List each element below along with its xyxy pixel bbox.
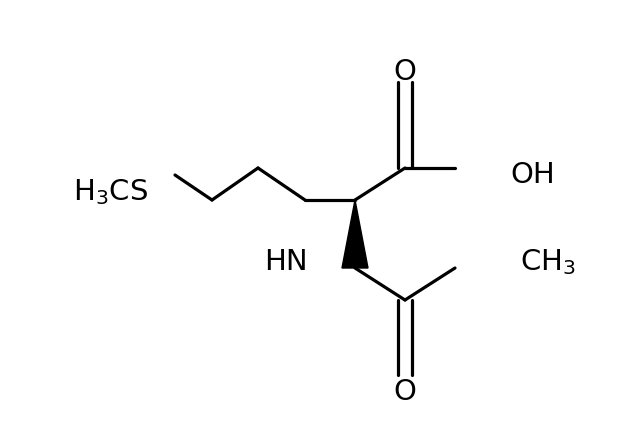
Text: O: O	[394, 378, 417, 406]
Text: OH: OH	[510, 161, 555, 189]
Text: O: O	[394, 58, 417, 86]
Text: H$_3$CS: H$_3$CS	[73, 177, 148, 207]
Text: HN: HN	[264, 248, 308, 276]
Polygon shape	[342, 200, 368, 268]
Text: CH$_3$: CH$_3$	[520, 247, 576, 277]
